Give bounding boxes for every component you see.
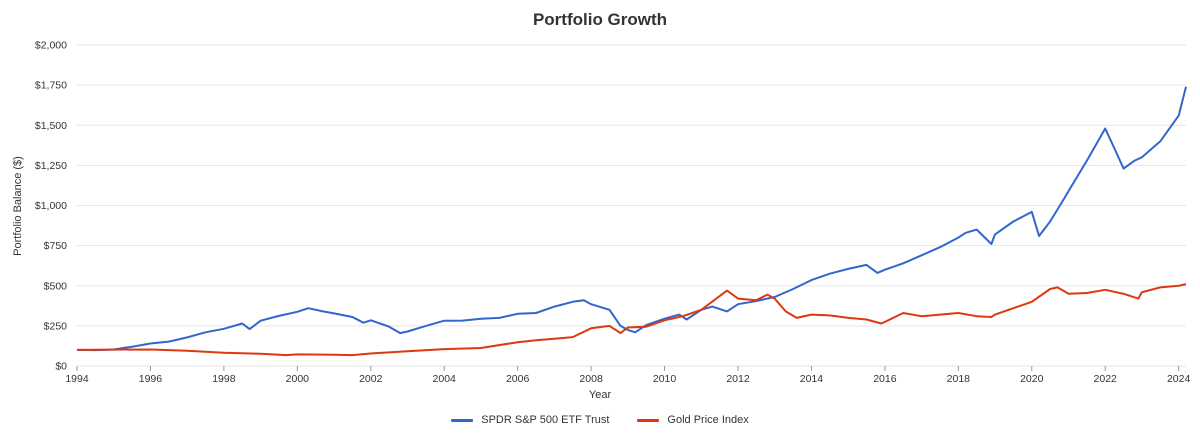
x-tick-label: 2000 bbox=[286, 373, 310, 385]
legend-label-gold: Gold Price Index bbox=[667, 414, 749, 426]
y-tick-label: $1,000 bbox=[35, 200, 67, 212]
x-tick-label: 2016 bbox=[873, 373, 897, 385]
x-tick-label: 2012 bbox=[726, 373, 750, 385]
legend-label-spy: SPDR S&P 500 ETF Trust bbox=[481, 414, 610, 426]
x-tick-label: 2002 bbox=[359, 373, 383, 385]
x-tick-label: 2010 bbox=[653, 373, 677, 385]
y-tick-label: $750 bbox=[44, 240, 68, 252]
x-tick-label: 2006 bbox=[506, 373, 530, 385]
x-axis-ticks: 1994 1996 1998 2000 2002 2004 2006 2008 2010 2012… bbox=[65, 366, 1190, 385]
x-tick-label: 2018 bbox=[947, 373, 971, 385]
x-tick-label: 1998 bbox=[212, 373, 236, 385]
y-tick-label: $1,500 bbox=[35, 120, 67, 132]
series-line-spy bbox=[76, 86, 1187, 352]
y-tick-label: $0 bbox=[55, 361, 67, 373]
x-tick-label: 1994 bbox=[65, 373, 89, 385]
legend-swatch-spy bbox=[451, 418, 474, 422]
legend: SPDR S&P 500 ETF Trust Gold Price Index bbox=[0, 406, 1200, 434]
x-tick-label: 2014 bbox=[800, 373, 824, 385]
x-tick-label: 2008 bbox=[579, 373, 603, 385]
x-tick-label: 2020 bbox=[1020, 373, 1044, 385]
x-tick-label: 2024 bbox=[1167, 373, 1191, 385]
legend-swatch-gold bbox=[637, 418, 660, 422]
x-tick-label: 2022 bbox=[1094, 373, 1118, 385]
series-line-gold bbox=[76, 283, 1187, 357]
y-tick-label: $1,250 bbox=[35, 160, 67, 172]
y-axis-ticks: $0 $250 $500 $750 $1,000 $1,250 $1,500 $1,750 $2… bbox=[35, 40, 67, 373]
x-tick-label: 2004 bbox=[433, 373, 457, 385]
y-tick-label: $250 bbox=[44, 320, 68, 332]
portfolio-growth-chart: Portfolio Growth $0 $250 $500 $750 $1,000 $1,… bbox=[12, 10, 1190, 401]
y-tick-label: $500 bbox=[44, 280, 68, 292]
grid bbox=[77, 44, 1186, 367]
x-tick-label: 1996 bbox=[139, 373, 163, 385]
legend-item-gold[interactable]: Gold Price Index bbox=[637, 414, 749, 426]
x-axis-label: Year bbox=[589, 389, 612, 401]
y-tick-label: $2,000 bbox=[35, 40, 67, 52]
series-lines bbox=[76, 86, 1187, 357]
y-tick-label: $1,750 bbox=[35, 80, 67, 92]
legend-item-spy[interactable]: SPDR S&P 500 ETF Trust bbox=[451, 414, 609, 426]
y-axis-label: Portfolio Balance ($) bbox=[12, 156, 24, 256]
chart-title: Portfolio Growth bbox=[533, 10, 667, 29]
